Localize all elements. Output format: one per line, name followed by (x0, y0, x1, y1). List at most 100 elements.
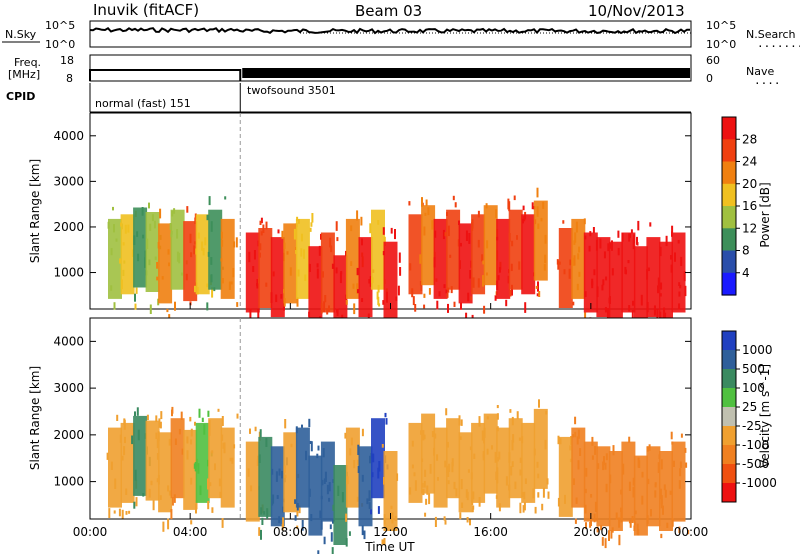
vel-speckle (361, 428, 364, 437)
vel-speckle (425, 498, 428, 505)
vel-speckle (121, 455, 124, 461)
vel-speckle (282, 517, 285, 529)
power-speckle (477, 278, 480, 288)
vel-speckle (434, 433, 437, 439)
vel-speckle (521, 492, 524, 497)
vel-speckle (211, 507, 214, 513)
velocity-colorbar-label: Velocity [m s^-1] (758, 364, 772, 468)
vel-speckle (660, 499, 663, 509)
vel-speckle (486, 416, 489, 420)
vel-speckle (345, 513, 348, 522)
power-speckle (196, 286, 199, 295)
freq-left-tick-top: 18 (60, 54, 74, 67)
vel-speckle (290, 443, 293, 448)
power-speckle (236, 302, 239, 307)
power-speckle (599, 238, 602, 249)
power-ylabel: Slant Range [km] (28, 159, 42, 263)
power-speckle (442, 229, 445, 240)
power-speckle (361, 238, 363, 246)
vel-speckle (320, 521, 323, 530)
vel-speckle (281, 470, 283, 479)
power-speckle (115, 238, 118, 242)
vel-speckle (123, 419, 126, 430)
vel-speckle (152, 500, 155, 511)
colorbar-tick-label: 1000 (742, 343, 773, 357)
vel-cell (333, 465, 348, 545)
power-cell (308, 246, 323, 327)
power-speckle (573, 240, 576, 245)
vel-speckle (156, 478, 159, 483)
vel-cell (583, 441, 598, 522)
freq-right-tick-bottom: 0 (706, 72, 713, 85)
vel-cell (558, 436, 573, 517)
vel-speckle (414, 480, 417, 491)
vel-speckle (472, 505, 475, 510)
vel-speckle (128, 510, 131, 514)
power-speckle (169, 223, 172, 230)
vel-speckle (321, 479, 324, 486)
power-speckle (444, 232, 447, 237)
power-cell (596, 237, 611, 318)
vel-speckle (125, 488, 128, 495)
power-speckle (411, 288, 414, 298)
power-speckle (659, 311, 662, 320)
y-tick-label: 3000 (53, 174, 84, 188)
power-cell (358, 237, 373, 318)
vel-speckle (618, 534, 621, 546)
vel-speckle (294, 515, 297, 521)
vel-speckle (496, 413, 499, 420)
power-speckle (542, 201, 545, 209)
power-speckle (496, 280, 499, 291)
noise-sky-trace (89, 27, 691, 35)
vel-speckle (221, 518, 224, 528)
power-speckle (194, 217, 197, 225)
vel-speckle (534, 506, 537, 514)
power-speckle (438, 291, 441, 297)
vel-speckle (113, 510, 116, 514)
power-speckle (112, 206, 114, 211)
vel-cell (295, 427, 310, 508)
power-speckle (120, 279, 123, 290)
power-cell (208, 209, 223, 290)
vel-speckle (593, 513, 596, 523)
power-speckle (110, 285, 113, 291)
vel-speckle (570, 436, 572, 445)
vel-speckle (167, 518, 170, 530)
vel-speckle (217, 408, 220, 412)
vel-speckle (654, 483, 657, 488)
vel-speckle (597, 463, 600, 469)
power-cell (108, 218, 122, 299)
vel-speckle (481, 430, 484, 441)
vel-speckle (265, 438, 268, 447)
y-tick-label: 1000 (53, 266, 84, 280)
power-speckle (186, 206, 189, 213)
power-speckle (377, 220, 380, 225)
power-speckle (467, 292, 470, 302)
vel-speckle (505, 476, 508, 486)
power-speckle (124, 224, 127, 234)
vel-speckle (247, 468, 250, 477)
power-speckle (683, 271, 686, 282)
vel-speckle (641, 495, 644, 505)
vel-speckle (282, 506, 285, 513)
power-speckle (260, 231, 263, 236)
colorbar-tick-label: 25 (742, 400, 757, 414)
vel-speckle (654, 490, 657, 498)
power-speckle (303, 249, 305, 259)
power-speckle (136, 231, 139, 237)
vel-speckle (602, 461, 605, 471)
power-speckle (497, 275, 500, 281)
power-speckle (277, 229, 280, 234)
power-speckle (575, 221, 578, 233)
vel-speckle (448, 463, 451, 472)
vel-speckle (687, 529, 690, 535)
power-speckle (398, 252, 401, 263)
power-cell (258, 228, 273, 308)
vel-speckle (409, 487, 412, 495)
power-speckle (472, 277, 475, 288)
colorbar-segment (722, 483, 736, 503)
power-speckle (609, 296, 611, 304)
vel-speckle (211, 450, 214, 454)
vel-cell (283, 432, 298, 513)
power-speckle (211, 287, 214, 298)
